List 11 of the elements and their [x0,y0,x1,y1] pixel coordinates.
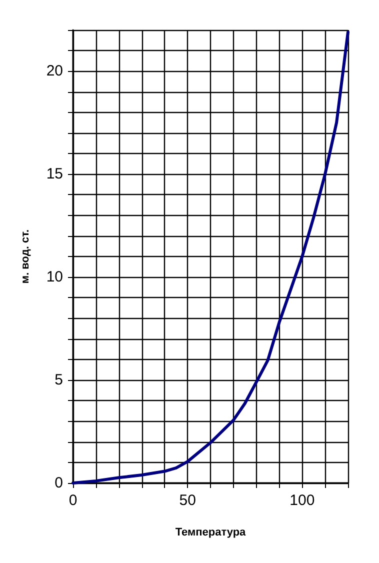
y-tick-label: 15 [46,166,63,183]
y-tick-label: 5 [54,372,63,389]
y-tick-label: 20 [46,62,63,80]
x-tick-label: 0 [68,492,78,509]
y-tick-label: 10 [46,268,63,286]
x-tick-label: 100 [290,492,315,509]
x-tick-label: 50 [179,492,196,509]
y-axis-title: м. вод. ст. [20,229,32,284]
line-series [72,30,350,484]
x-axis-title: Температура [175,526,247,538]
y-tick-label: 0 [54,474,63,492]
